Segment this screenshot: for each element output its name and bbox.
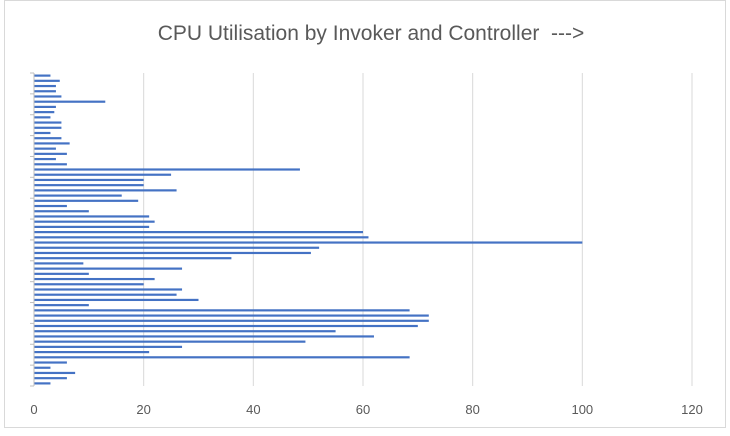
bar bbox=[34, 194, 122, 197]
x-tick-label: 80 bbox=[465, 402, 479, 417]
bar bbox=[34, 319, 429, 322]
x-tick-label: 120 bbox=[681, 402, 703, 417]
bar bbox=[34, 241, 583, 244]
bar bbox=[34, 293, 177, 296]
bar bbox=[34, 168, 300, 171]
bar bbox=[34, 137, 62, 140]
bar bbox=[34, 361, 67, 364]
bar bbox=[34, 257, 232, 260]
bar bbox=[34, 79, 60, 82]
bar bbox=[34, 283, 144, 286]
bar bbox=[34, 131, 51, 135]
bar bbox=[34, 351, 150, 354]
bar bbox=[34, 288, 183, 291]
bar bbox=[34, 126, 62, 129]
x-tick-label: 100 bbox=[571, 402, 593, 417]
bar bbox=[34, 377, 67, 380]
bar bbox=[34, 304, 89, 307]
bar bbox=[34, 267, 183, 270]
chart-area: CPU Utilisation by Invoker and Controlle… bbox=[4, 0, 726, 428]
bar bbox=[34, 157, 56, 161]
bar bbox=[34, 173, 172, 176]
x-axis-tick-labels: 0 20 40 60 80 100 120 bbox=[30, 402, 702, 417]
bar bbox=[34, 309, 410, 312]
bar bbox=[34, 236, 369, 239]
bar bbox=[34, 100, 106, 103]
bar bbox=[34, 121, 62, 124]
bar bbox=[34, 251, 311, 255]
bars bbox=[34, 74, 583, 385]
bar bbox=[34, 152, 67, 155]
x-tick-label: 60 bbox=[356, 402, 370, 417]
bar bbox=[34, 199, 139, 202]
bar bbox=[34, 324, 418, 328]
bar bbox=[34, 116, 51, 119]
bar bbox=[34, 142, 70, 145]
bar bbox=[34, 277, 155, 281]
bar bbox=[34, 345, 183, 348]
bar bbox=[34, 371, 76, 375]
bar bbox=[34, 340, 306, 343]
category-ticks bbox=[30, 72, 34, 387]
x-tick-label: 20 bbox=[136, 402, 150, 417]
bar bbox=[34, 314, 429, 317]
bar bbox=[34, 298, 199, 302]
bar bbox=[34, 225, 150, 228]
bar bbox=[34, 220, 155, 223]
bar bbox=[34, 163, 67, 166]
bar bbox=[34, 231, 363, 234]
bar bbox=[34, 330, 336, 333]
bar bbox=[34, 215, 150, 218]
bar bbox=[34, 74, 51, 77]
x-tick-label: 40 bbox=[246, 402, 260, 417]
bar-chart: CPU Utilisation by Invoker and Controlle… bbox=[30, 22, 703, 417]
bar bbox=[34, 382, 51, 385]
bar bbox=[34, 262, 84, 265]
gridlines bbox=[143, 73, 693, 386]
bar bbox=[34, 204, 67, 208]
bar bbox=[34, 335, 374, 338]
bar bbox=[34, 272, 89, 275]
bar bbox=[34, 105, 56, 108]
bar bbox=[34, 246, 320, 249]
bar bbox=[34, 84, 56, 88]
bar bbox=[34, 210, 89, 213]
bar bbox=[34, 184, 144, 187]
bar bbox=[34, 366, 51, 369]
bar bbox=[34, 178, 144, 182]
bar bbox=[34, 147, 56, 150]
bar bbox=[34, 189, 177, 192]
bar bbox=[34, 111, 55, 114]
bar bbox=[34, 90, 56, 93]
chart-title: CPU Utilisation by Invoker and Controlle… bbox=[158, 22, 585, 45]
bar bbox=[34, 356, 410, 359]
bar bbox=[34, 95, 62, 98]
x-tick-label: 0 bbox=[30, 402, 37, 417]
